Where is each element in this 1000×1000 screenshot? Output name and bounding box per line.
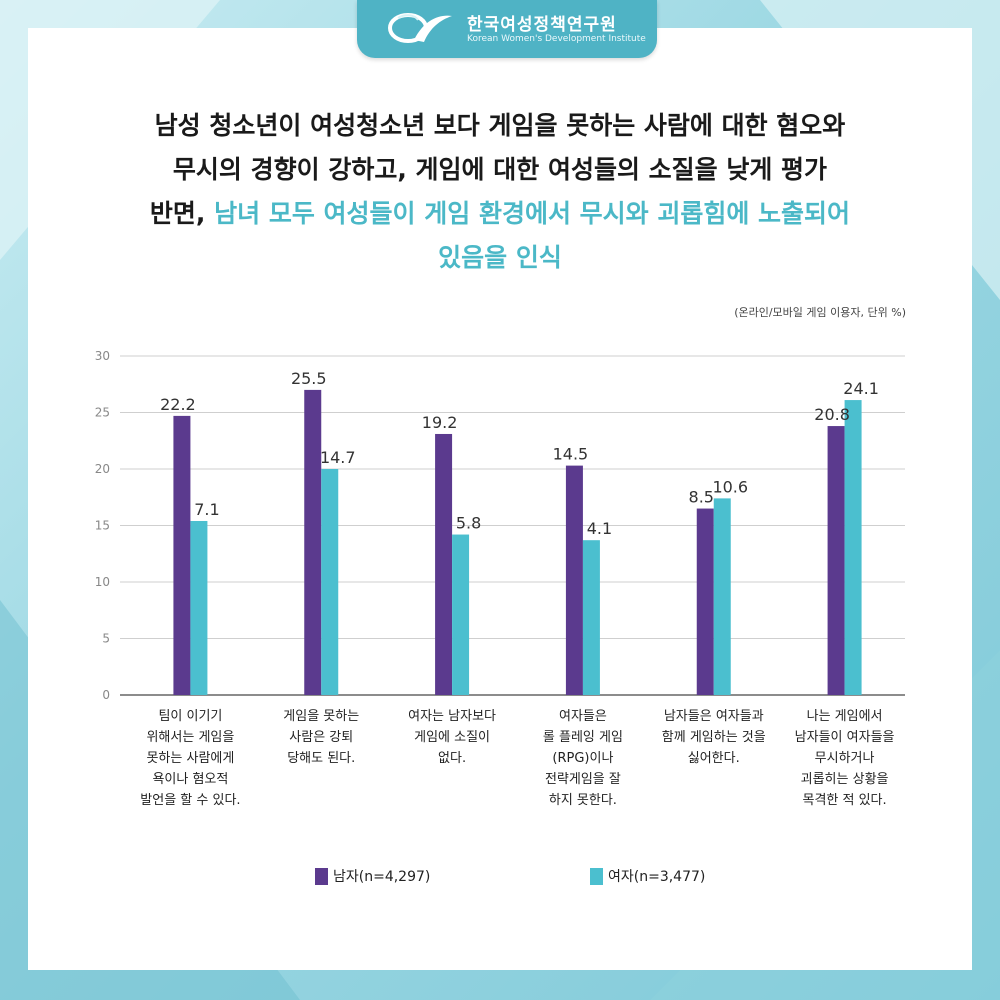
- data-label-male: 8.5: [689, 488, 714, 507]
- bar-female: [844, 400, 862, 695]
- data-label-male: 19.2: [422, 413, 458, 432]
- data-label-male: 20.8: [814, 405, 850, 424]
- legend-female-swatch: [590, 868, 603, 885]
- bar-male: [304, 389, 322, 695]
- headline-line-4: 있음을 인식: [60, 236, 940, 280]
- bar-male: [173, 415, 191, 695]
- headline-line-3-prefix: 반면,: [149, 199, 215, 228]
- legend-male-swatch: [315, 868, 328, 885]
- legend-female-label: 여자(n=3,477): [608, 869, 706, 885]
- category-label: 여자들은 롤 플레잉 게임 (RPG)이나 전략게임을 잘 하지 못한다.: [542, 709, 623, 808]
- logo-name-korean: 한국여성정책연구원: [467, 15, 617, 35]
- data-label-male: 14.5: [553, 445, 589, 464]
- bar-female: [582, 540, 600, 695]
- headline-line-1: 남성 청소년이 여성청소년 보다 게임을 못하는 사람에 대한 혐오와: [154, 111, 846, 140]
- bar-female: [452, 534, 470, 695]
- bar-male: [435, 433, 453, 695]
- unit-note: (온라인/모바일 게임 이용자, 단위 %): [734, 306, 906, 319]
- logo-name-english: Korean Women's Development Institute: [467, 34, 646, 44]
- y-tick-label: 5: [102, 632, 110, 646]
- data-label-female: 7.1: [194, 500, 219, 519]
- headline-line-3: 반면, 남녀 모두 여성들이 게임 환경에서 무시와 괴롭힘에 노출되어: [60, 192, 940, 236]
- category-label: 여자는 남자보다 게임에 소질이 없다.: [408, 709, 496, 766]
- bar-male: [565, 465, 583, 695]
- data-label-male: 25.5: [291, 369, 327, 388]
- category-label: 나는 게임에서 남자들이 여자들을 무시하거나 괴롭히는 상황을 목격한 적 있…: [794, 709, 895, 808]
- kwdi-logo-icon: [388, 13, 452, 43]
- y-tick-label: 30: [95, 349, 110, 363]
- legend-male-label: 남자(n=4,297): [333, 869, 431, 885]
- data-label-female: 4.1: [587, 519, 612, 538]
- data-label-male: 22.2: [160, 395, 196, 414]
- data-label-female: 14.7: [320, 448, 356, 467]
- headline-line-3-highlight: 남녀 모두 여성들이 게임 환경에서 무시와 괴롭힘에 노출되어: [214, 199, 851, 228]
- y-tick-label: 10: [95, 575, 110, 589]
- bar-male: [696, 508, 714, 695]
- data-label-female: 24.1: [843, 379, 879, 398]
- y-tick-label: 15: [95, 519, 110, 533]
- y-tick-label: 0: [102, 688, 110, 702]
- y-tick-label: 20: [95, 462, 110, 476]
- category-label: 팀이 이기기 위해서는 게임을 못하는 사람에게 욕이나 혐오적 발언을 할 수…: [140, 709, 241, 808]
- data-label-female: 10.6: [712, 477, 748, 496]
- y-tick-label: 25: [95, 406, 110, 420]
- bar-female: [321, 469, 339, 695]
- bar-female: [713, 498, 731, 695]
- bar-female: [190, 520, 208, 695]
- category-label: 남자들은 여자들과 함께 게임하는 것을 싫어한다.: [661, 709, 766, 766]
- data-label-female: 5.8: [456, 514, 481, 533]
- headline-line-4-highlight: 있음을 인식: [438, 243, 562, 272]
- logo-tab: [357, 0, 657, 58]
- category-label: 게임을 못하는 사람은 강퇴 당해도 된다.: [283, 709, 360, 766]
- headline-line-2: 무시의 경향이 강하고, 게임에 대한 여성들의 소질을 낮게 평가: [172, 155, 828, 184]
- bar-male: [827, 426, 845, 695]
